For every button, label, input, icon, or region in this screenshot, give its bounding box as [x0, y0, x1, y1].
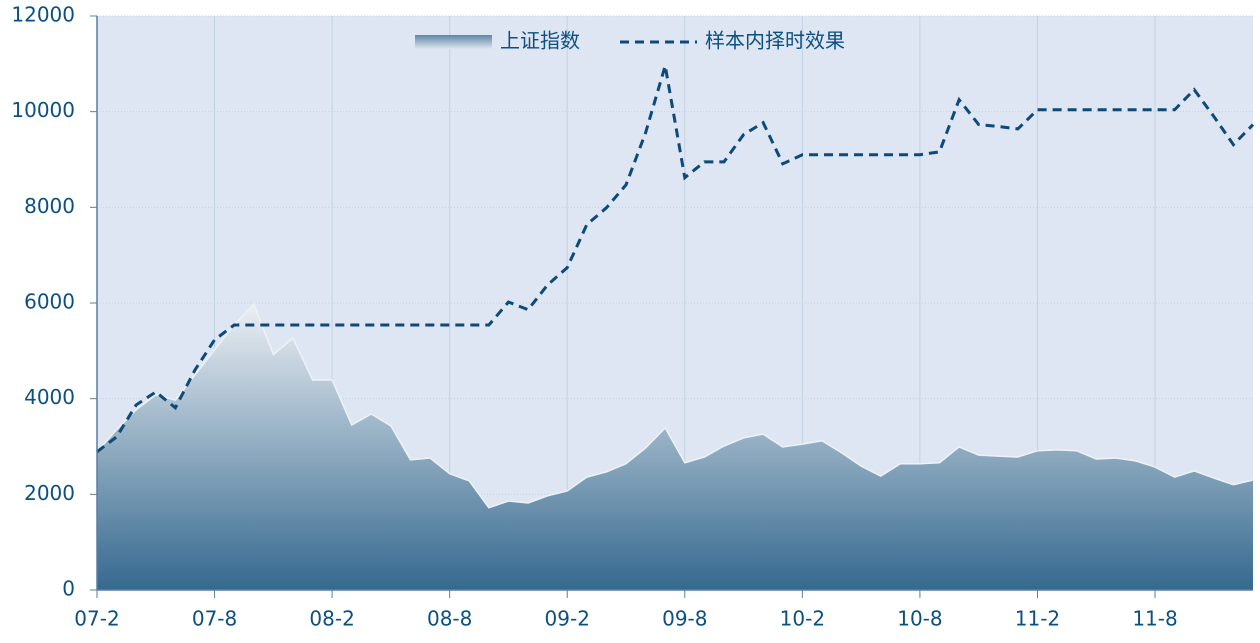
- x-tick-label: 10-8: [897, 607, 942, 631]
- y-tick-label: 4000: [24, 385, 75, 409]
- legend-label: 样本内择时效果: [705, 29, 845, 53]
- y-tick-label: 12000: [11, 3, 75, 27]
- x-tick-label: 11-2: [1015, 607, 1060, 631]
- area-edge: [96, 302, 1254, 509]
- x-tick-label: 08-2: [309, 607, 354, 631]
- x-tick-label: 09-8: [662, 607, 707, 631]
- x-tick-label: 07-2: [74, 607, 119, 631]
- legend-label: 上证指数: [500, 29, 580, 53]
- x-tick-label: 07-8: [192, 607, 237, 631]
- x-tick-label: 11-8: [1132, 607, 1177, 631]
- x-tick-label: 08-8: [427, 607, 472, 631]
- y-tick-label: 8000: [24, 194, 75, 218]
- y-tick-label: 0: [62, 577, 75, 601]
- y-tick-label: 2000: [24, 481, 75, 505]
- line: [96, 65, 1255, 453]
- area: [97, 303, 1253, 590]
- x-tick-label: 10-2: [780, 607, 825, 631]
- legend-swatch: [415, 35, 492, 49]
- x-tick-label: 09-2: [545, 607, 590, 631]
- y-tick-label: 10000: [11, 98, 75, 122]
- y-tick-label: 6000: [24, 290, 75, 314]
